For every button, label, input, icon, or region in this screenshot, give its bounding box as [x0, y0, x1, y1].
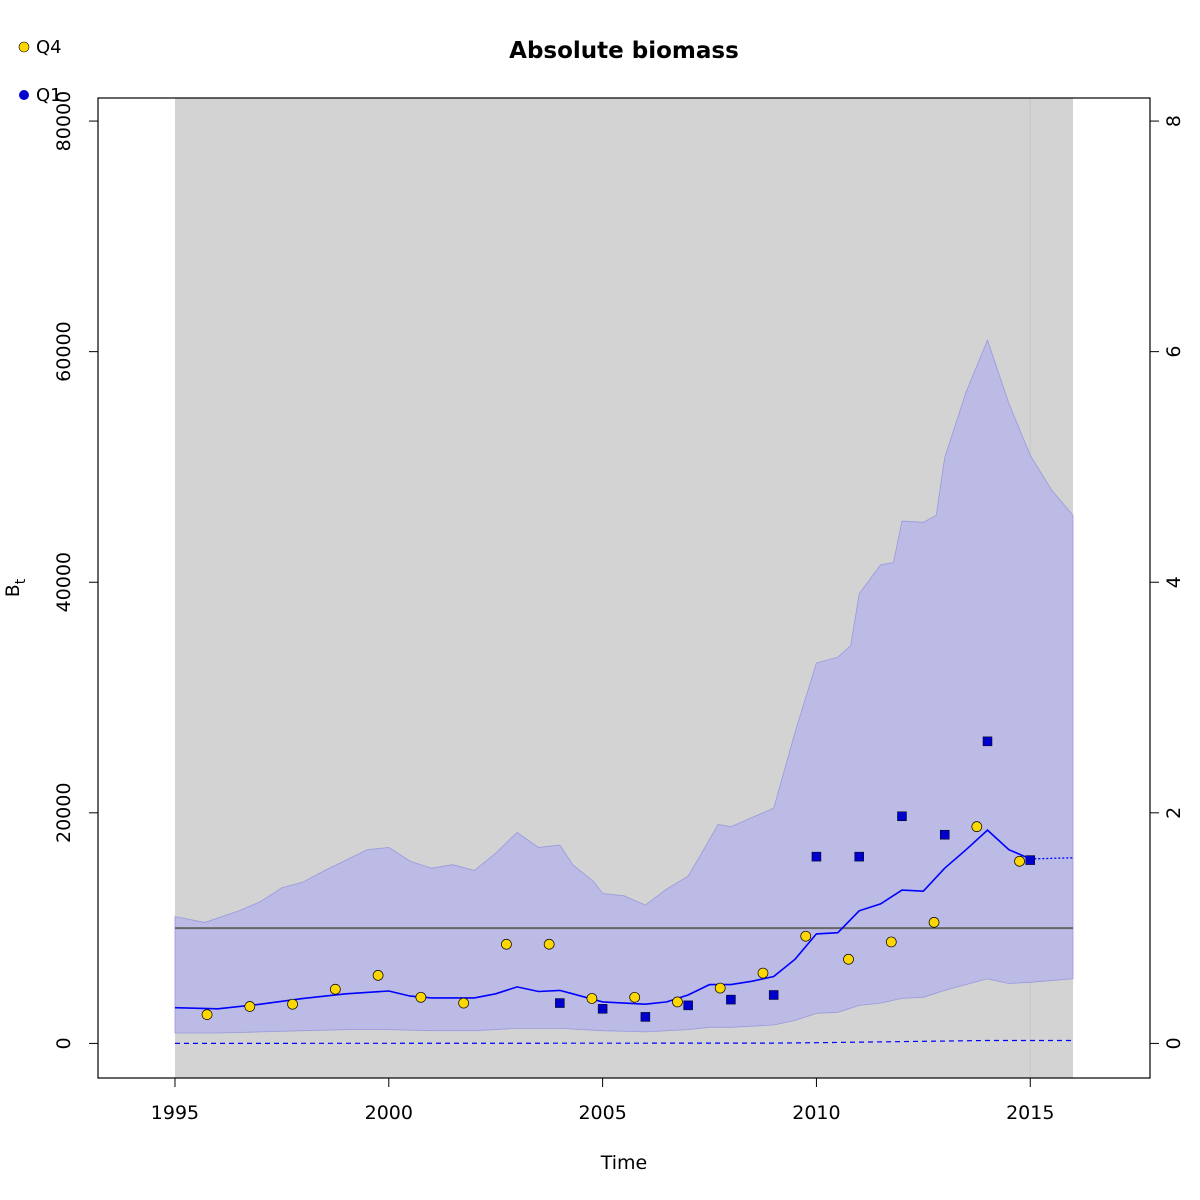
q1-point — [726, 994, 736, 1005]
confidence-band — [174, 338, 1074, 1034]
q1-point — [1025, 855, 1036, 865]
legend-q1-marker — [19, 90, 29, 100]
q4-point — [501, 938, 512, 950]
legend: Q4 Q1 — [18, 37, 62, 106]
y-tick-label: 80000 — [53, 91, 75, 151]
chart-title: Absolute biomass — [509, 38, 739, 64]
q4-point — [885, 936, 897, 948]
q4-point — [201, 1009, 213, 1020]
y-tick-label: 40000 — [53, 552, 75, 612]
x-tick-label: 2000 — [365, 1102, 413, 1124]
legend-q4-marker — [18, 41, 30, 53]
x-tick-label: 1995 — [151, 1102, 199, 1124]
q4-point — [928, 917, 940, 928]
q4-point — [543, 938, 555, 950]
q4-point — [629, 991, 641, 1003]
q4-point — [458, 997, 469, 1009]
q4-point — [329, 983, 341, 995]
y2-tick-label: 0 — [1163, 1037, 1185, 1049]
q4-point — [843, 953, 854, 965]
q4-point — [287, 998, 298, 1010]
q1-point — [897, 811, 907, 822]
y2-tick-label: 2 — [1163, 807, 1185, 819]
y-axis-label-subscript: t — [13, 578, 29, 584]
q1-point — [854, 851, 864, 862]
q1-point — [555, 998, 565, 1008]
biomass-forecast-line — [1030, 857, 1074, 860]
q4-point — [244, 1001, 256, 1012]
y2-tick-label: 6 — [1163, 346, 1185, 358]
q4-point — [971, 821, 983, 833]
q4-point — [714, 982, 726, 994]
x-axis-label: Time — [600, 1152, 648, 1174]
plot-area — [174, 98, 1074, 1078]
q1-point — [640, 1012, 651, 1022]
secondary-dashed-line — [174, 1039, 1073, 1045]
axes: 1995 2000 2005 2010 2015 0 20000 40000 60000 8000… — [53, 91, 1185, 1124]
y-axis-label-main: B — [2, 584, 24, 597]
q1-point — [811, 851, 822, 862]
q1-point — [768, 990, 779, 1000]
q4-point — [672, 996, 683, 1008]
legend-q4-label: Q4 — [36, 37, 62, 58]
y-axis-label: Bt — [2, 578, 29, 597]
q1-point — [597, 1004, 608, 1014]
y-tick-label: 20000 — [53, 783, 75, 843]
x-tick-label: 2005 — [578, 1102, 626, 1124]
q4-point — [372, 970, 384, 981]
q4-point — [586, 993, 598, 1004]
q1-point — [939, 829, 950, 840]
q4-point — [415, 991, 427, 1003]
q4-point — [1014, 855, 1025, 867]
q1-point — [683, 1000, 693, 1011]
q1-point — [982, 736, 993, 747]
y2-tick-label: 8 — [1163, 115, 1185, 127]
q4-point — [757, 967, 769, 979]
q4-point — [800, 930, 812, 942]
y-tick-label: 0 — [53, 1037, 75, 1049]
y-tick-label: 60000 — [53, 321, 75, 381]
legend-q1-label: Q1 — [36, 85, 62, 106]
x-tick-label: 2010 — [792, 1102, 840, 1124]
y2-tick-label: 4 — [1163, 576, 1185, 588]
x-tick-label: 2015 — [1006, 1102, 1054, 1124]
